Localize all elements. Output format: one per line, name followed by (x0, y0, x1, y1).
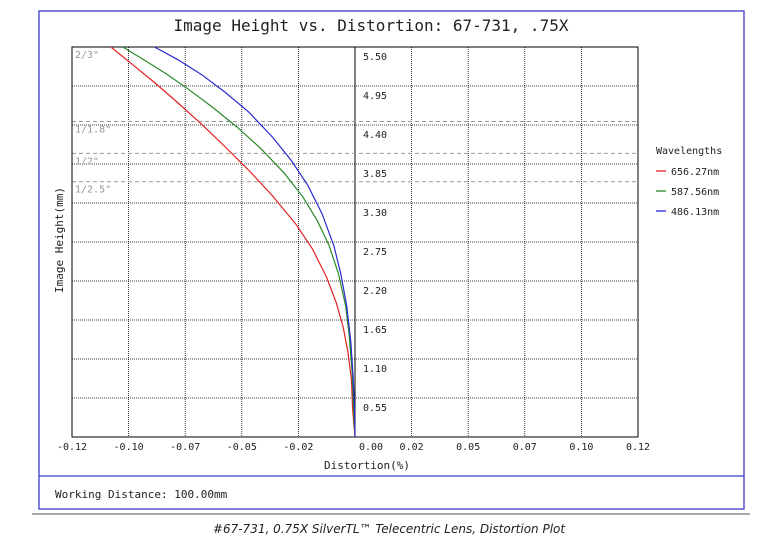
x-tick-labels: -0.12 -0.10 -0.07 -0.05 -0.02 0.00 0.02 0.05 0.0… (57, 442, 650, 453)
x-tick-label: -0.10 (114, 442, 144, 453)
grid (72, 47, 638, 437)
legend-title: Wavelengths (656, 146, 722, 157)
series-lines (110, 46, 356, 438)
series-line (154, 46, 356, 438)
sensor-label: 1/2" (75, 156, 99, 167)
x-tick-label: -0.05 (227, 442, 257, 453)
y-tick-label: 1.65 (363, 325, 387, 336)
y-tick-label: 0.55 (363, 403, 387, 414)
x-tick-label: -0.12 (57, 442, 87, 453)
y-tick-label: 3.30 (363, 208, 387, 219)
y-axis-label: Image Height(mm) (53, 187, 66, 293)
x-tick-label: 0.02 (400, 442, 424, 453)
y-tick-label: 2.20 (363, 286, 387, 297)
chart-title: Image Height vs. Distortion: 67-731, .75… (174, 16, 569, 35)
y-tick-label: 3.85 (363, 169, 387, 180)
y-tick-labels: 0.55 1.10 1.65 2.20 2.75 3.30 3.85 4.40 4.95 5.50 (363, 52, 387, 414)
legend: 656.27nm 587.56nm 486.13nm (656, 167, 719, 218)
x-tick-label: 0.05 (456, 442, 480, 453)
figure-caption: #67-731, 0.75X SilverTL™ Telecentric Len… (212, 522, 566, 536)
x-tick-label: -0.02 (283, 442, 313, 453)
y-tick-label: 4.95 (363, 91, 387, 102)
series-line (110, 46, 356, 438)
sensor-label: 1/1.8" (75, 124, 111, 135)
x-axis-label: Distortion(%) (324, 459, 410, 472)
sensor-label: 1/2.5" (75, 185, 111, 196)
x-tick-label: 0.12 (626, 442, 650, 453)
legend-label: 656.27nm (671, 167, 719, 178)
working-distance-text: Working Distance: 100.00mm (55, 488, 228, 501)
y-tick-label: 1.10 (363, 364, 387, 375)
x-tick-label: 0.00 (359, 442, 383, 453)
x-tick-label: 0.07 (513, 442, 537, 453)
sensor-label: 2/3" (75, 50, 99, 61)
x-tick-label: -0.07 (170, 442, 200, 453)
series-line (122, 46, 356, 438)
x-tick-label: 0.10 (569, 442, 593, 453)
outer-frame (38, 10, 745, 510)
legend-label: 587.56nm (671, 187, 719, 198)
y-tick-label: 4.40 (363, 130, 387, 141)
sensor-markers: 2/3" 1/1.8" 1/2" 1/2.5" (72, 50, 638, 196)
legend-label: 486.13nm (671, 207, 719, 218)
y-tick-label: 5.50 (363, 52, 387, 63)
y-tick-label: 2.75 (363, 247, 387, 258)
